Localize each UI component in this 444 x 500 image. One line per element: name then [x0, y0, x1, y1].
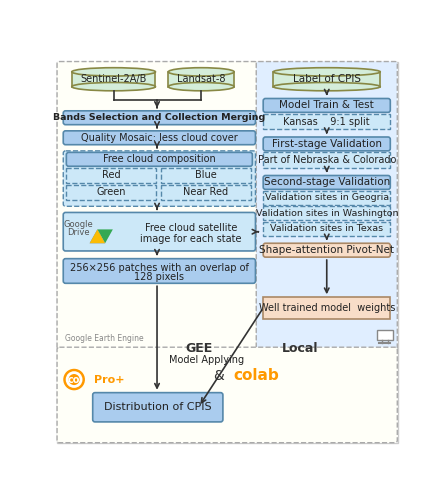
- Text: Bands Selection and Collection Merging: Bands Selection and Collection Merging: [53, 114, 266, 122]
- Ellipse shape: [72, 68, 155, 76]
- Bar: [273, 72, 380, 86]
- Text: Red: Red: [102, 170, 121, 180]
- Bar: [161, 184, 251, 200]
- Text: Quality Mosaic: less cloud cover: Quality Mosaic: less cloud cover: [81, 133, 238, 143]
- FancyBboxPatch shape: [63, 258, 255, 283]
- Text: Shape-attention Pivot-Net: Shape-attention Pivot-Net: [259, 245, 394, 255]
- Text: Model Applying: Model Applying: [169, 356, 244, 366]
- Text: Near Red: Near Red: [183, 188, 228, 198]
- Text: Model Train & Test: Model Train & Test: [279, 100, 374, 110]
- Text: Label of CPIS: Label of CPIS: [293, 74, 361, 84]
- FancyBboxPatch shape: [57, 62, 257, 350]
- Text: co: co: [68, 374, 80, 384]
- FancyBboxPatch shape: [93, 392, 223, 422]
- FancyBboxPatch shape: [63, 151, 255, 206]
- Text: image for each state: image for each state: [140, 234, 242, 243]
- Bar: [168, 72, 234, 86]
- FancyBboxPatch shape: [63, 111, 255, 124]
- FancyBboxPatch shape: [263, 176, 390, 190]
- Text: 128 pixels: 128 pixels: [135, 272, 184, 282]
- Polygon shape: [90, 230, 105, 243]
- Text: 256×256 patches with an overlap of: 256×256 patches with an overlap of: [70, 263, 249, 273]
- FancyBboxPatch shape: [63, 131, 255, 144]
- Ellipse shape: [168, 68, 234, 76]
- Bar: [263, 222, 390, 235]
- Ellipse shape: [168, 82, 234, 91]
- FancyBboxPatch shape: [66, 152, 252, 166]
- FancyBboxPatch shape: [63, 212, 255, 251]
- Text: Validation sites in Washington: Validation sites in Washington: [255, 208, 398, 218]
- Polygon shape: [90, 230, 105, 243]
- FancyBboxPatch shape: [57, 347, 397, 442]
- Text: Landsat-8: Landsat-8: [177, 74, 226, 84]
- Bar: [263, 206, 390, 220]
- Ellipse shape: [273, 82, 380, 91]
- Bar: [72, 72, 155, 86]
- Text: Validation sites in Geogria: Validation sites in Geogria: [265, 194, 389, 202]
- Text: GEE: GEE: [185, 342, 213, 355]
- Text: Local: Local: [281, 342, 318, 355]
- Ellipse shape: [72, 82, 155, 91]
- FancyBboxPatch shape: [263, 137, 390, 151]
- Text: &: &: [213, 368, 224, 382]
- Text: Second-stage Validation: Second-stage Validation: [264, 178, 390, 188]
- Text: First-stage Validation: First-stage Validation: [272, 139, 382, 149]
- Bar: [161, 168, 251, 183]
- Ellipse shape: [273, 68, 380, 76]
- Text: colab: colab: [234, 368, 280, 383]
- Text: Part of Nebraska & Colorado: Part of Nebraska & Colorado: [258, 155, 396, 165]
- FancyBboxPatch shape: [256, 62, 397, 350]
- Text: Well trained model  weights: Well trained model weights: [258, 303, 395, 313]
- Text: Blue: Blue: [195, 170, 217, 180]
- Text: Distribution of CPIS: Distribution of CPIS: [104, 402, 212, 412]
- Circle shape: [67, 372, 81, 386]
- Bar: [66, 168, 156, 183]
- Text: Free cloud satellite: Free cloud satellite: [145, 223, 237, 233]
- FancyBboxPatch shape: [263, 244, 390, 257]
- FancyBboxPatch shape: [263, 98, 390, 112]
- Text: Pro+: Pro+: [94, 374, 125, 384]
- Bar: [377, 330, 392, 340]
- Bar: [263, 114, 390, 130]
- Text: Kansas    9:1 split: Kansas 9:1 split: [283, 116, 370, 126]
- Bar: [263, 152, 390, 168]
- Bar: [263, 191, 390, 205]
- Bar: [263, 297, 390, 318]
- Text: Green: Green: [96, 188, 126, 198]
- Text: Google: Google: [64, 220, 94, 230]
- Text: Validation sites in Texas: Validation sites in Texas: [270, 224, 383, 233]
- Text: Google Earth Engine: Google Earth Engine: [65, 334, 143, 343]
- Text: Free cloud composition: Free cloud composition: [103, 154, 216, 164]
- Circle shape: [63, 369, 85, 390]
- Text: Sentinel-2A/B: Sentinel-2A/B: [80, 74, 147, 84]
- Text: Drive: Drive: [67, 228, 90, 237]
- Bar: [66, 184, 156, 200]
- Polygon shape: [97, 230, 113, 243]
